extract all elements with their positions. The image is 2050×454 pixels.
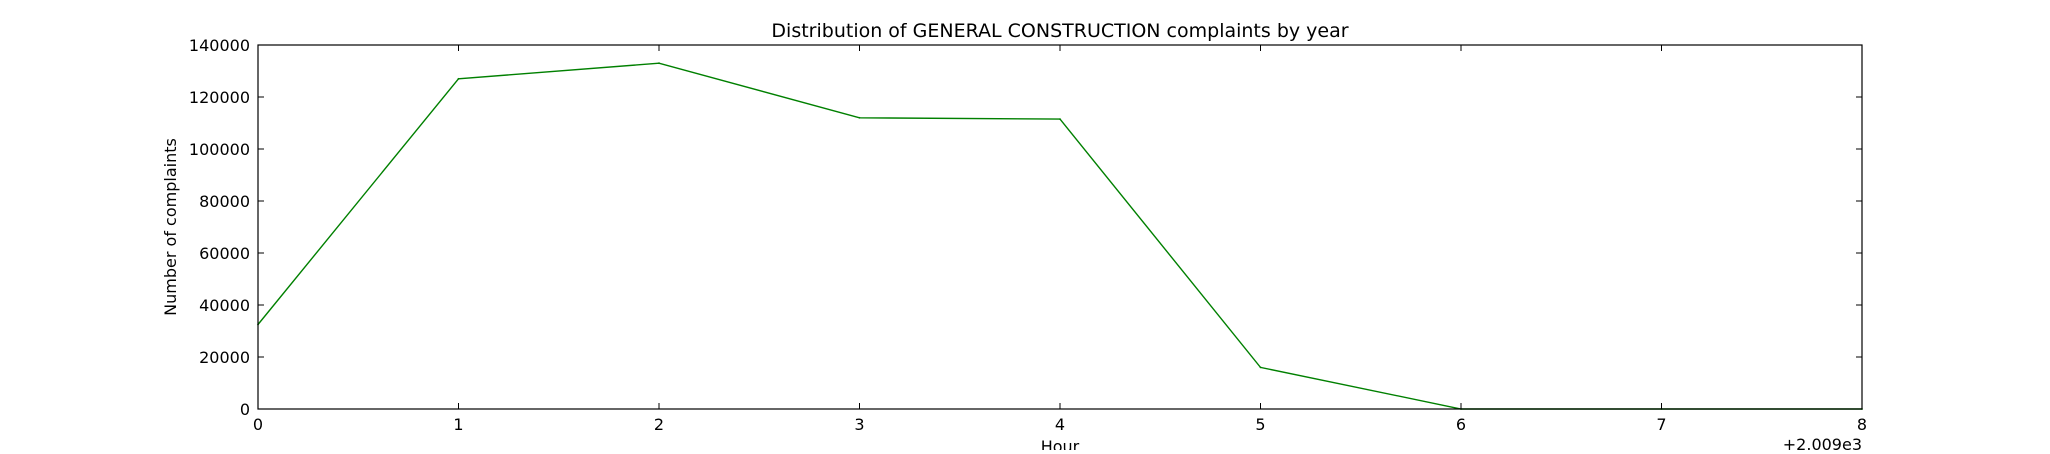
x-axis: 0 1 2 3 4 5 6 7 8 xyxy=(253,45,1867,434)
y-tick-label: 100000 xyxy=(189,140,250,159)
y-tick-label: 120000 xyxy=(189,88,250,107)
y-tick-label: 20000 xyxy=(199,348,250,367)
x-tick-label: 0 xyxy=(253,415,263,434)
x-axis-label: Hour xyxy=(1041,437,1080,450)
x-tick-label: 3 xyxy=(854,415,864,434)
x-tick-label: 6 xyxy=(1456,415,1466,434)
y-axis: 0 20000 40000 60000 80000 100000 120000 140000 xyxy=(189,36,1862,419)
plot-frame xyxy=(257,44,1863,410)
y-tick-label: 140000 xyxy=(189,36,250,55)
y-axis-label: Number of complaints xyxy=(161,138,180,316)
y-tick-label: 40000 xyxy=(199,296,250,315)
data-point xyxy=(1259,366,1262,369)
x-tick-label: 1 xyxy=(453,415,463,434)
data-point xyxy=(457,77,460,80)
data-point xyxy=(858,116,861,119)
data-point xyxy=(1059,118,1061,120)
x-tick-label: 5 xyxy=(1255,415,1265,434)
plot-area xyxy=(257,62,1863,410)
x-tick-label: 7 xyxy=(1656,415,1666,434)
x-tick-label: 8 xyxy=(1857,415,1867,434)
y-tick-label: 80000 xyxy=(199,192,250,211)
x-axis-offset-label: +2.009e3 xyxy=(1783,435,1862,450)
x-tick-label: 4 xyxy=(1055,415,1065,434)
series-line xyxy=(257,62,1862,410)
y-tick-label: 60000 xyxy=(199,244,250,263)
y-tick-label: 0 xyxy=(240,400,250,419)
x-tick-label: 2 xyxy=(654,415,664,434)
chart-title: Distribution of GENERAL CONSTRUCTION com… xyxy=(771,20,1348,42)
data-point xyxy=(658,62,660,65)
